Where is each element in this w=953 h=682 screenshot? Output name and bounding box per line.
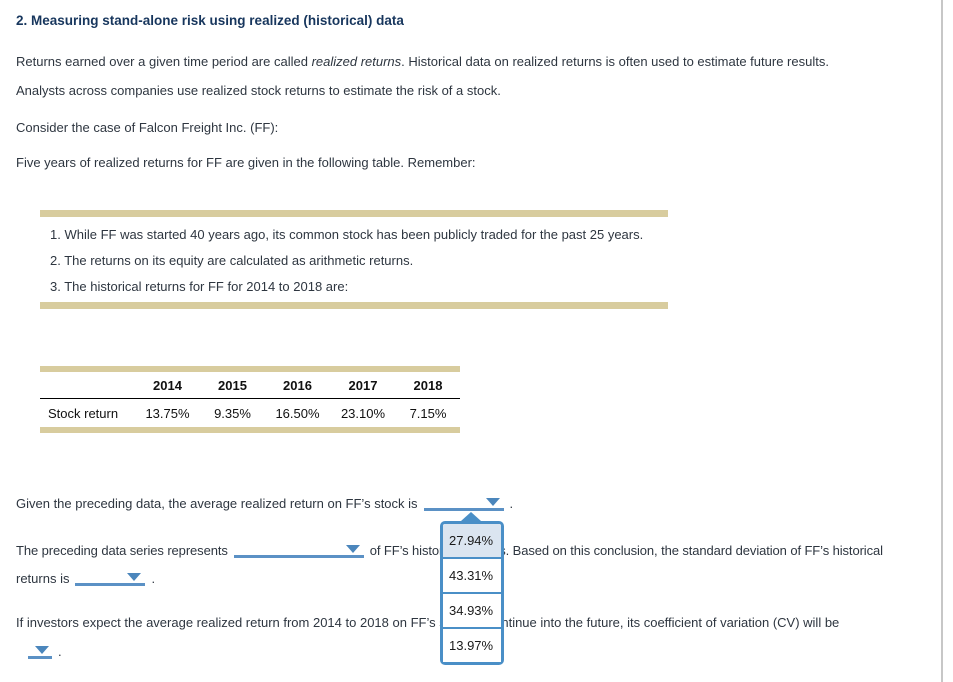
return-value: 13.75%	[145, 405, 190, 421]
dropdown-arrow-icon[interactable]	[345, 545, 360, 553]
year-header: 2017	[348, 377, 378, 393]
intro-p1-italic: realized returns	[311, 54, 402, 69]
table-intro-text: Five years of realized returns for FF ar…	[16, 155, 476, 170]
question-1-period: .	[509, 496, 514, 511]
remember-bottom-bar	[40, 302, 668, 309]
year-header: 2016	[283, 377, 312, 393]
year-header: 2018	[413, 377, 443, 393]
remember-item-2: 2. The returns on its equity are calcula…	[50, 253, 414, 268]
dropdown-arrow-icon[interactable]	[127, 573, 142, 581]
question-2-period: .	[151, 571, 156, 586]
return-value: 16.50%	[275, 405, 320, 421]
average-return-dropdown-menu[interactable]: 27.94% 43.31% 34.93% 13.97%	[440, 521, 504, 665]
remember-list: 1. While FF was started 40 years ago, it…	[50, 222, 643, 300]
return-value: 7.15%	[409, 405, 447, 421]
intro-paragraph-1: Returns earned over a given time period …	[16, 54, 829, 69]
case-intro-text: Consider the case of Falcon Freight Inc.…	[16, 120, 279, 135]
dropdown-option[interactable]: 43.31%	[443, 557, 501, 592]
year-header: 2014	[153, 377, 182, 393]
intro-paragraph-2: Analysts across companies use realized s…	[16, 83, 501, 98]
intro-p1-before: Returns earned over a given time period …	[16, 54, 312, 69]
question-3-line-1: If investors expect the average realized…	[16, 615, 839, 630]
dropdown-pointer-icon	[461, 512, 481, 521]
std-deviation-dropdown[interactable]	[75, 570, 146, 586]
returns-table-header-row: 2014 2015 2016 2017 2018	[40, 372, 460, 399]
returns-table-data-row: Stock return 13.75% 9.35% 16.50% 23.10% …	[40, 399, 460, 427]
returns-table: 2014 2015 2016 2017 2018 Stock return 13…	[40, 372, 460, 427]
table-top-bar	[40, 366, 460, 372]
question-2-line-2: returns is.	[16, 570, 155, 586]
data-series-dropdown[interactable]	[233, 542, 364, 558]
dropdown-arrow-icon[interactable]	[485, 498, 500, 506]
table-bottom-bar	[40, 427, 460, 433]
remember-item-3: 3. The historical returns for FF for 201…	[50, 279, 349, 294]
dropdown-arrow-icon[interactable]	[35, 646, 49, 654]
cv-dropdown[interactable]	[28, 643, 52, 659]
row-label: Stock return	[48, 405, 119, 421]
remember-top-bar	[40, 210, 668, 217]
return-value: 23.10%	[340, 405, 386, 421]
question-1: Given the preceding data, the average re…	[16, 495, 513, 511]
return-value: 9.35%	[214, 405, 251, 421]
dropdown-option[interactable]: 27.94%	[443, 524, 501, 557]
question-2-text-line2: returns is	[16, 571, 70, 586]
average-return-dropdown[interactable]	[423, 495, 504, 511]
question-3-text: If investors expect the average realized…	[16, 615, 840, 630]
remember-item-1: 1. While FF was started 40 years ago, it…	[50, 227, 644, 242]
year-header: 2015	[218, 377, 247, 393]
page-divider-line	[941, 0, 943, 682]
intro-p1-after: . Historical data on realized returns is…	[401, 54, 829, 69]
dropdown-option[interactable]: 34.93%	[443, 592, 501, 627]
question-1-text: Given the preceding data, the average re…	[16, 496, 418, 511]
question-2-text-before: The preceding data series represents	[16, 543, 228, 558]
question-3-period: .	[58, 644, 62, 659]
question-3-line-2: .	[28, 643, 62, 659]
page-title: 2. Measuring stand-alone risk using real…	[16, 13, 404, 28]
dropdown-option[interactable]: 13.97%	[443, 627, 501, 662]
